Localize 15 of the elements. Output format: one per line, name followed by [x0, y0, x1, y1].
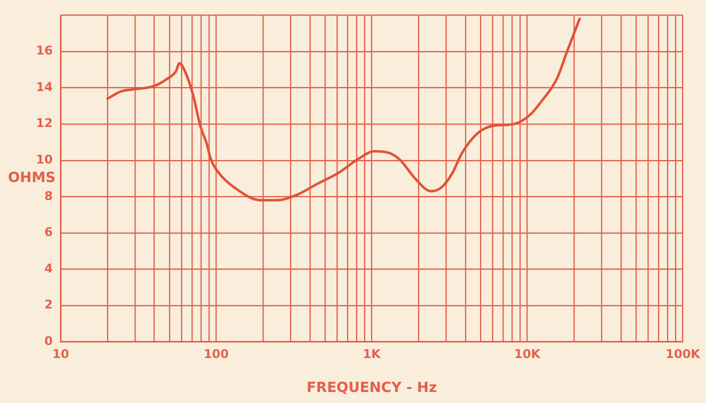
- x-tick-label: 10K: [514, 347, 541, 362]
- y-tick-label: 10: [36, 152, 53, 166]
- x-tick-label: 100: [204, 347, 229, 362]
- y-tick-label: 14: [36, 80, 53, 94]
- y-axis-title: OHMS: [8, 170, 56, 186]
- y-tick-label: 8: [44, 188, 53, 203]
- y-tick-label: 2: [44, 298, 53, 312]
- x-tick-label: 1K: [362, 347, 382, 362]
- y-tick-label: 6: [44, 225, 53, 240]
- y-tick-label: 12: [36, 116, 53, 130]
- x-axis-title: FREQUENCY - Hz: [306, 380, 437, 396]
- y-tick-label: 16: [36, 44, 53, 58]
- y-tick-label: 4: [44, 261, 53, 276]
- y-tick-label: 0: [44, 334, 53, 348]
- x-tick-label: 100K: [666, 347, 701, 362]
